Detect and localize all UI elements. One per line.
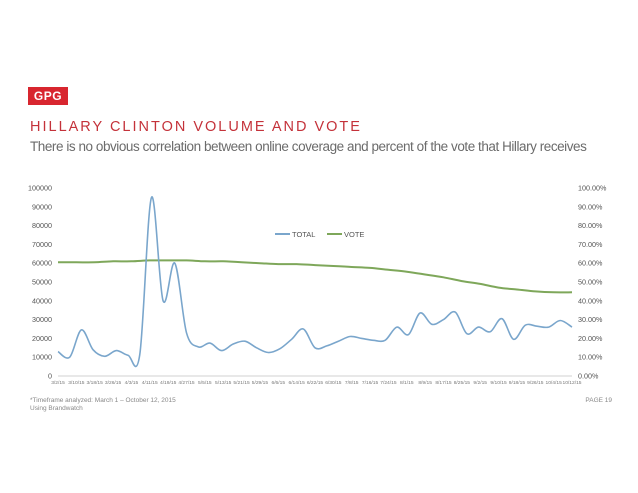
- footnote-timeframe: *Timeframe analyzed: March 1 – October 1…: [30, 397, 176, 404]
- x-tick-label: 8/1/15: [400, 380, 414, 386]
- y2-tick-label: 70.00%: [578, 240, 603, 249]
- volume-vote-chart: 0 10000 20000 30000 40000 50000 60000 70000 8000…: [28, 184, 607, 387]
- x-tick-label: 9/26/15: [527, 380, 544, 386]
- x-tick-label: 7/16/15: [362, 380, 379, 386]
- y2-tick-label: 30.00%: [578, 315, 603, 324]
- y-tick-label: 10000: [32, 353, 52, 362]
- y-tick-label: 90000: [32, 202, 52, 211]
- x-tick-label: 5/21/15: [233, 380, 250, 386]
- x-tick-label: 3/2/15: [51, 380, 65, 386]
- y-tick-label: 80000: [32, 221, 52, 230]
- x-tick-label: 10/4/15: [545, 380, 562, 386]
- footnote-source: Using Brandwatch: [30, 405, 83, 412]
- y-tick-label: 40000: [32, 296, 52, 305]
- x-tick-label: 4/11/15: [142, 380, 158, 386]
- x-tick-label: 6/6/15: [271, 380, 285, 386]
- y-tick-label: 30000: [32, 315, 52, 324]
- y2-tick-label: 100.00%: [578, 184, 607, 193]
- y-tick-label: 60000: [32, 259, 52, 268]
- y2-tick-label: 40.00%: [578, 296, 603, 305]
- y2-tick-label: 50.00%: [578, 278, 603, 287]
- legend-label-total: TOTAL: [292, 230, 315, 239]
- x-tick-label: 6/22/15: [307, 380, 324, 386]
- legend-label-vote: VOTE: [344, 230, 364, 239]
- x-tick-label: 4/19/15: [160, 380, 177, 386]
- x-tick-label: 6/14/15: [288, 380, 305, 386]
- legend: TOTAL VOTE: [275, 230, 364, 239]
- x-tick-label: 5/5/15: [198, 380, 212, 386]
- x-tick-label: 4/3/15: [125, 380, 139, 386]
- series-line-total: [57, 196, 573, 368]
- page-number: PAGE 19: [585, 397, 612, 404]
- x-tick-label: 7/24/15: [380, 380, 397, 386]
- x-tick-label: 5/29/15: [252, 380, 269, 386]
- x-tick-label: 8/25/15: [454, 380, 471, 386]
- y2-tick-label: 80.00%: [578, 221, 603, 230]
- y-tick-label: 100000: [28, 184, 52, 193]
- slide-subtitle: There is no obvious correlation between …: [30, 139, 587, 154]
- x-tick-label: 8/17/15: [435, 380, 452, 386]
- slide-title: HILLARY CLINTON VOLUME AND VOTE: [30, 119, 362, 135]
- x-tick-label: 3/10/15: [68, 380, 85, 386]
- y2-tick-label: 20.00%: [578, 334, 603, 343]
- x-tick-label: 9/2/15: [473, 380, 487, 386]
- x-tick-label: 5/13/15: [215, 380, 232, 386]
- gpg-logo: GPG: [28, 87, 68, 105]
- x-tick-label: 3/26/15: [105, 380, 122, 386]
- x-tick-label: 9/18/15: [509, 380, 526, 386]
- x-tick-label: 4/27/15: [178, 380, 195, 386]
- series-line-vote: [57, 259, 573, 294]
- y-tick-label: 70000: [32, 240, 52, 249]
- x-tick-label: 8/9/15: [418, 380, 432, 386]
- y2-tick-label: 0.00%: [578, 372, 599, 381]
- x-tick-label: 10/12/15: [562, 380, 581, 386]
- y2-tick-label: 10.00%: [578, 353, 603, 362]
- x-tick-label: 6/30/15: [325, 380, 342, 386]
- y2-tick-label: 90.00%: [578, 202, 603, 211]
- y-tick-label: 50000: [32, 278, 52, 287]
- y-tick-label: 0: [48, 372, 52, 381]
- y2-tick-label: 60.00%: [578, 259, 603, 268]
- x-tick-label: 9/10/15: [490, 380, 507, 386]
- x-tick-label: 7/8/15: [345, 380, 359, 386]
- x-tick-label: 3/18/15: [87, 380, 104, 386]
- y-tick-label: 20000: [32, 334, 52, 343]
